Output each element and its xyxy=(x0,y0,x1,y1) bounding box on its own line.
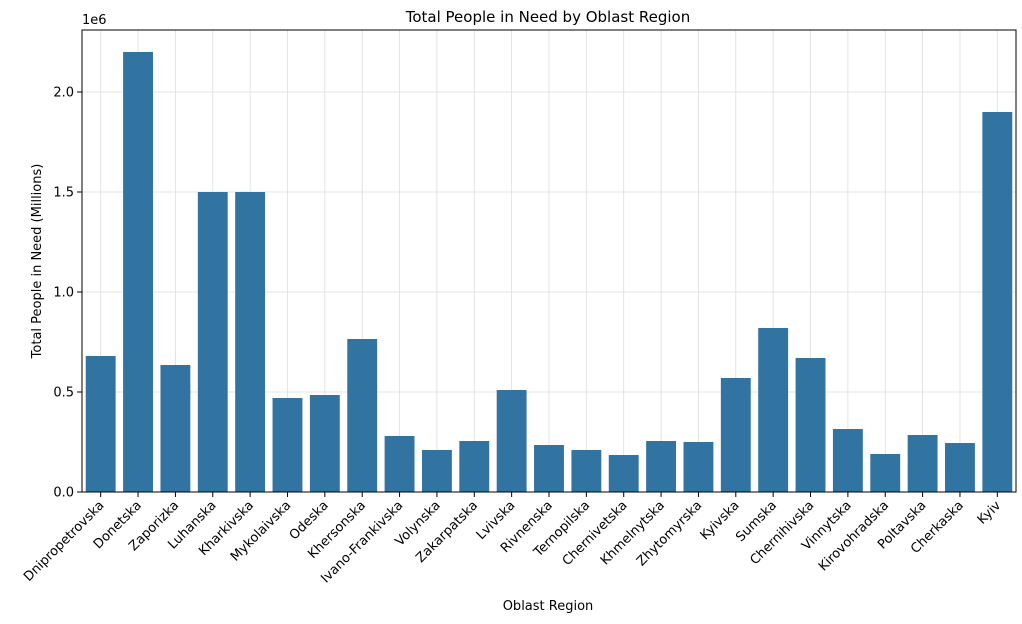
y-offset-label: 1e6 xyxy=(82,13,107,28)
bar-sumska xyxy=(758,328,789,492)
x-tick-label: Kyiv xyxy=(975,498,1005,528)
bars xyxy=(85,52,1013,492)
bar-zaporizka xyxy=(160,365,191,492)
bar-rivnenska xyxy=(534,445,564,492)
y-tick-label: 2.0 xyxy=(53,86,74,101)
x-tick-label: Zhytomyrska xyxy=(634,498,705,569)
bar-kyiv xyxy=(982,112,1013,492)
bar-mykolaivska xyxy=(272,398,303,492)
chart-title: Total People in Need by Oblast Region xyxy=(405,8,690,26)
bar-zhytomyrska xyxy=(683,442,714,492)
x-axis-ticks: DnipropetrovskaDonetskaZaporizkaLuhanska… xyxy=(21,492,1004,586)
bar-chernivetska xyxy=(608,455,639,492)
x-tick-label: Chernivetska xyxy=(560,498,631,569)
y-tick-label: 1.5 xyxy=(53,186,74,201)
bar-luhanska xyxy=(197,192,228,492)
bar-poltavska xyxy=(907,435,938,492)
y-tick-label: 0.5 xyxy=(53,386,74,401)
bar-volynska xyxy=(421,450,452,492)
x-axis-label: Oblast Region xyxy=(503,599,594,614)
bar-kyivska xyxy=(720,378,751,492)
bar-kharkivska xyxy=(235,192,266,492)
bar-lvivska xyxy=(496,390,527,492)
bar-cherkaska xyxy=(945,443,975,492)
bar-ternopilska xyxy=(571,450,602,492)
bar-chernihivska xyxy=(795,358,826,492)
y-tick-label: 0.0 xyxy=(53,486,74,501)
y-axis-ticks: 0.0 0.5 1.0 1.5 2.0 xyxy=(53,86,82,501)
bar-vinnytska xyxy=(832,429,863,492)
y-axis-label: Total People in Need (Millions) xyxy=(30,164,45,360)
bar-ivano-frankivska xyxy=(384,436,415,492)
bar-dnipropetrovska xyxy=(85,356,116,492)
bar-donetska xyxy=(123,52,153,492)
bar-zakarpatska xyxy=(459,441,490,492)
bar-khmelnytska xyxy=(646,441,677,492)
bar-khersonska xyxy=(347,339,378,492)
bar-kirovohradska xyxy=(870,454,901,492)
bar-odeska xyxy=(309,395,340,492)
y-tick-label: 1.0 xyxy=(53,286,74,301)
